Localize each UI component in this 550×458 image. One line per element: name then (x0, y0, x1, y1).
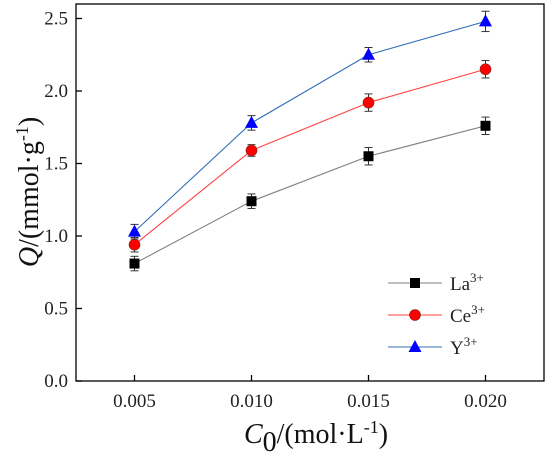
legend: La3+Ce3+Y3+ (388, 270, 485, 359)
legend-marker-y (408, 340, 422, 352)
data-point-y (479, 14, 492, 27)
y-axis-unit-sup: -1 (12, 126, 32, 141)
y-tick-label: 0.0 (44, 371, 68, 392)
legend-label-y: Y3+ (450, 334, 478, 359)
series-line-ce (134, 68, 486, 246)
legend-marker-la (410, 278, 420, 288)
legend-label-base: La (450, 274, 471, 295)
x-axis-unit: /(mol·L (277, 419, 364, 450)
series-y (128, 10, 492, 240)
legend-item-ce: Ce3+ (388, 302, 485, 327)
y-axis-title: Q/(mmol·g-1) (12, 117, 45, 267)
y-axis-unit: /(mmol·g (14, 141, 45, 247)
legend-label-ce: Ce3+ (450, 302, 485, 327)
series-line-la (134, 125, 486, 265)
y-axis-ticks: 0.0 0.5 1.0 1.5 2.0 2.5 (44, 9, 82, 392)
y-tick-label: 2.5 (44, 9, 68, 30)
series-line-y (134, 20, 486, 233)
data-point-ce (245, 144, 258, 157)
y-tick-label: 1.5 (44, 154, 68, 175)
data-point-ce (362, 96, 375, 109)
x-axis-var: C (244, 419, 263, 450)
legend-label-sup: 3+ (471, 302, 485, 317)
x-tick-label: 0.010 (230, 391, 273, 412)
x-axis-unit-sup: -1 (364, 417, 379, 437)
series-la (129, 116, 491, 272)
y-axis-var: Q (14, 247, 45, 267)
legend-label-sup: 3+ (470, 270, 484, 285)
legend-label-base: Ce (450, 306, 471, 327)
data-point-y (245, 115, 258, 128)
legend-label-base: Y (450, 338, 464, 359)
x-tick-label: 0.020 (464, 391, 507, 412)
x-tick-label: 0.015 (347, 391, 390, 412)
legend-marker-ce (409, 309, 421, 321)
data-point-la (129, 258, 140, 269)
data-point-y (128, 224, 141, 237)
y-axis-unit-end: ) (14, 117, 45, 126)
x-tick-label: 0.005 (113, 391, 156, 412)
x-axis-unit-end: ) (379, 419, 388, 450)
legend-label-sup: 3+ (464, 334, 478, 349)
y-tick-label: 1.0 (44, 226, 68, 247)
x-axis-ticks: 0.005 0.010 0.015 0.020 (113, 375, 507, 412)
legend-item-la: La3+ (388, 270, 484, 295)
data-point-la (363, 151, 374, 162)
series-ce (128, 60, 492, 253)
x-axis-title: C0/(mol·L-1) (244, 417, 388, 458)
data-point-ce (479, 63, 492, 76)
legend-label-la: La3+ (450, 270, 484, 295)
legend-items: La3+Ce3+Y3+ (388, 270, 485, 359)
x-axis-var-sub: 0 (263, 427, 277, 458)
plot-frame (75, 3, 545, 382)
data-point-y (362, 47, 375, 60)
legend-item-y: Y3+ (388, 334, 478, 359)
y-tick-label: 2.0 (44, 81, 68, 102)
data-point-ce (128, 238, 141, 251)
data-point-la (480, 120, 491, 131)
y-tick-label: 0.5 (44, 299, 68, 320)
data-point-la (246, 196, 257, 207)
series-layer (128, 10, 492, 272)
